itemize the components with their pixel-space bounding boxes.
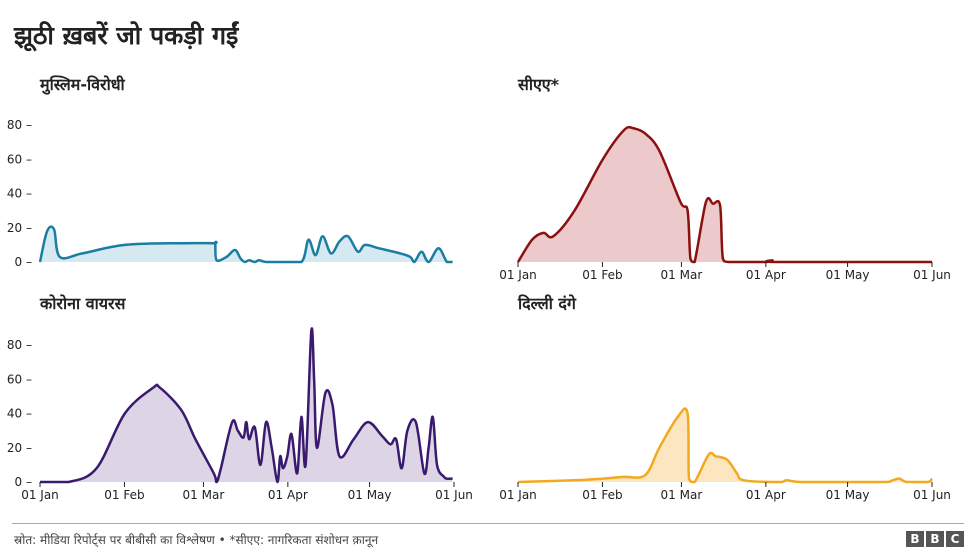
x-tick-label: 01 Feb — [582, 268, 622, 282]
logo-letter: C — [946, 531, 964, 547]
x-tick-label: 01 Jan — [21, 488, 59, 502]
x-tick-label: 01 May — [826, 268, 870, 282]
bbc-logo: B B C — [906, 531, 964, 547]
y-tick-label: 20 – — [7, 221, 32, 235]
x-tick-label: 01 Apr — [268, 488, 308, 502]
series-line — [517, 407, 933, 484]
footer-divider — [12, 523, 964, 524]
source-note: स्रोत: मीडिया रिपोर्ट्स पर बीबीसी का विश… — [14, 533, 379, 547]
x-tick-label: 01 Mar — [183, 488, 225, 502]
y-tick-label: 40 – — [7, 187, 32, 201]
x-tick-label: 01 May — [348, 488, 392, 502]
series-area — [40, 328, 453, 482]
y-tick-label: 80 – — [7, 118, 32, 132]
series-line — [38, 225, 453, 264]
y-tick-label: 60 – — [7, 152, 32, 166]
logo-letter: B — [906, 531, 924, 547]
panel-title: सीएए* — [517, 75, 560, 94]
x-tick-label: 01 Jun — [913, 488, 951, 502]
y-tick-label: 40 – — [7, 407, 32, 421]
x-tick-label: 01 Feb — [104, 488, 144, 502]
y-tick-label: 80 – — [7, 338, 32, 352]
panel-title: कोरोना वायरस — [39, 294, 127, 313]
y-tick-label: 0 – — [15, 255, 32, 269]
series-line — [516, 125, 932, 264]
y-tick-label: 60 – — [7, 372, 32, 386]
series-area — [518, 408, 932, 482]
x-tick-label: 01 Apr — [746, 268, 786, 282]
x-tick-label: 01 Mar — [661, 268, 703, 282]
series-line — [40, 327, 453, 484]
x-tick-label: 01 May — [826, 488, 870, 502]
panel-title: दिल्ली दंगे — [517, 294, 577, 313]
logo-letter: B — [926, 531, 944, 547]
x-tick-label: 01 Feb — [582, 488, 622, 502]
x-tick-label: 01 Jan — [499, 268, 537, 282]
x-tick-label: 01 Apr — [746, 488, 786, 502]
series-area — [518, 127, 932, 262]
y-tick-label: 0 – — [15, 475, 32, 489]
x-tick-label: 01 Jan — [499, 488, 537, 502]
series-area — [40, 226, 453, 262]
x-tick-label: 01 Mar — [661, 488, 703, 502]
x-tick-label: 01 Jun — [913, 268, 951, 282]
x-tick-label: 01 Jun — [435, 488, 473, 502]
chart-title: झूठी ख़बरें जो पकड़ी गईं — [14, 21, 239, 50]
panel-title: मुस्लिम-विरोधी — [39, 75, 126, 95]
y-tick-label: 20 – — [7, 441, 32, 455]
